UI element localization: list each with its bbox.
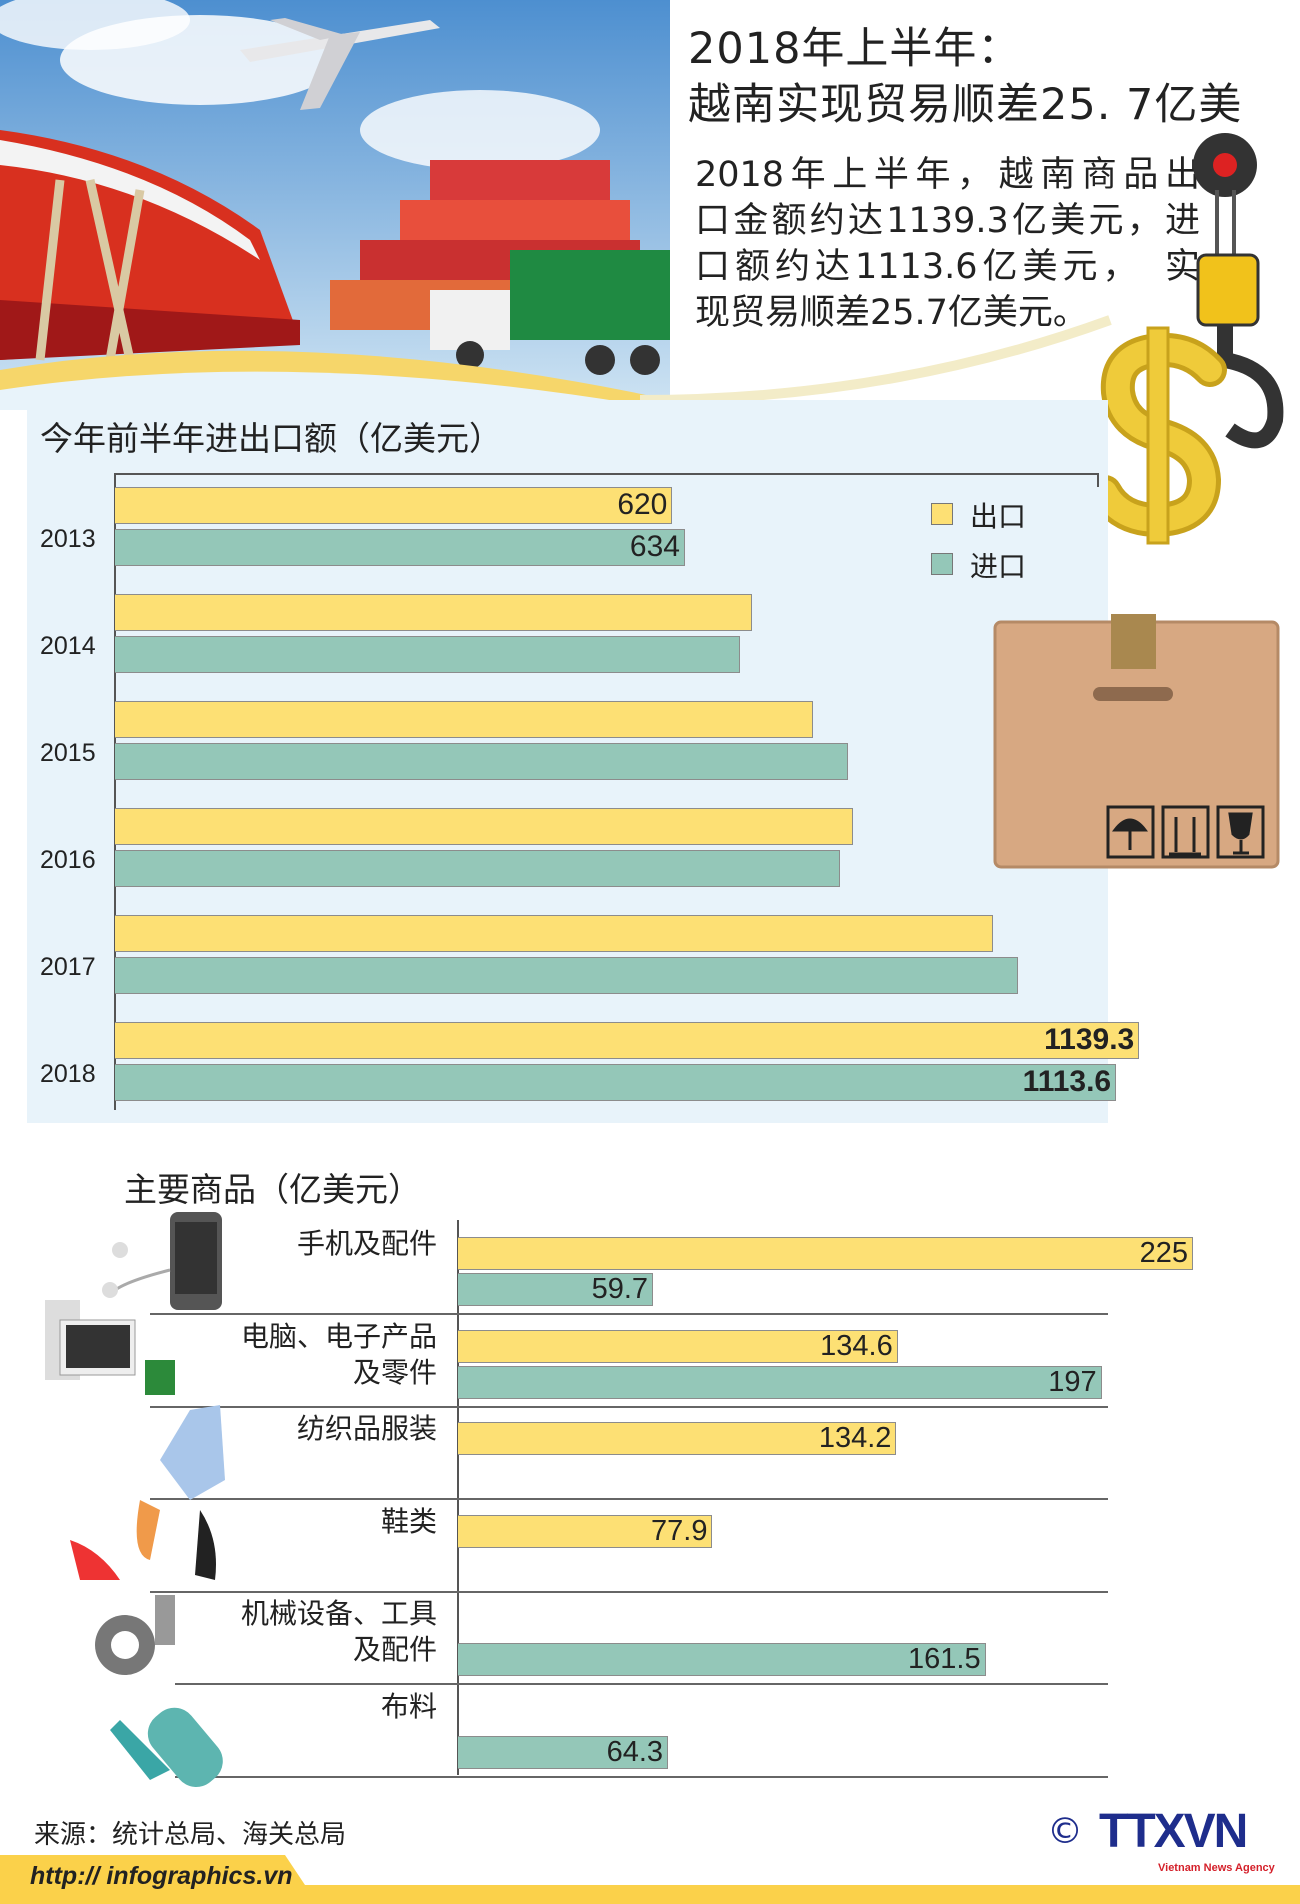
row-divider [175,1683,1108,1685]
export-bar: 77.9 [458,1514,713,1548]
product-label: 手机及配件 [296,1227,437,1260]
bar-value-label: 134.2 [818,1422,892,1454]
export-bar: 134.6 [458,1329,898,1363]
airplane-icon [240,18,440,110]
import-bar: 197 [458,1365,1102,1399]
year-label: 2013 [40,525,96,553]
source-note: 来源：统计总局、海关总局 [34,1820,347,1850]
copyright-icon: © [1047,1811,1083,1852]
summary-line: 口金额约达1139.3亿美元，进 [695,201,1200,241]
legend-label-export: 出口 [970,500,1027,533]
bar-value-label: 225 [1139,1237,1189,1269]
fabric-roll-icon [110,1707,223,1788]
import-bar-2015 [115,743,848,780]
import-bar: 161.5 [458,1643,986,1676]
bar-value-label: 64.3 [606,1735,664,1768]
product-label: 布料 [380,1689,437,1723]
ttxvn-logo-subtitle: Vietnam News Agency [1158,1862,1275,1874]
page-title-line1: 2018年上半年： [688,24,1022,74]
year-label: 2015 [40,739,96,767]
bar-value-label: 634 [629,530,680,563]
footer-band [0,1855,1300,1904]
export-bar-2014 [115,594,753,631]
shirt-icon [160,1405,225,1500]
export-bar-2013: 620 [115,487,673,524]
bar-value-label: 1113.6 [1022,1065,1112,1098]
product-label: 纺织品服装 [296,1412,437,1445]
import-bar-2013: 634 [115,529,685,566]
chart-top-line [114,473,1099,475]
row-divider [150,1313,1108,1315]
product-label: 电脑、电子产品 [240,1319,437,1353]
export-bar-2016 [115,808,854,845]
row-divider [150,1498,1108,1500]
bar-value-label: 161.5 [908,1643,981,1675]
dollar-sign-icon [1088,326,1227,545]
import-bar: 59.7 [458,1273,654,1306]
legend-swatch-export [931,503,953,525]
summary-line: 2018年上半年，越南商品出 [695,155,1200,195]
import-bar-2014 [115,636,740,673]
product-label: 及零件 [352,1355,437,1389]
year-label: 2017 [40,953,96,981]
year-label: 2018 [40,1060,96,1088]
summary-line: 口额约达1113.6亿美元， 实 [695,247,1200,287]
trade-photo [0,0,670,410]
products-axis [457,1220,459,1775]
export-bar: 225 [458,1237,1194,1270]
year-label: 2016 [40,846,96,874]
bar-value-label: 620 [617,488,668,521]
bar-value-label: 134.6 [820,1329,893,1362]
bar-value-label: 77.9 [651,1514,708,1547]
shoes-icon [70,1500,216,1580]
product-label: 机械设备、工具 [240,1597,437,1630]
trade-chart-title: 今年前半年进出口额（亿美元） [40,419,502,458]
bar-value-label: 59.7 [591,1273,649,1305]
import-bar: 64.3 [458,1735,669,1769]
wave-decoration [640,315,1112,405]
crane-hook-dollar-icon [1088,133,1284,545]
computer-icon [45,1300,175,1395]
containers [330,160,670,375]
export-bar-2018: 1139.3 [115,1022,1140,1059]
product-label: 及配件 [352,1633,437,1666]
row-divider [175,1775,1108,1778]
import-bar-2016 [115,850,840,887]
export-bar-2017 [115,915,994,952]
export-bar-2015 [115,701,813,738]
bar-value-label: 197 [1048,1365,1097,1398]
year-label: 2014 [40,632,96,660]
legend-label-import: 进口 [970,550,1027,583]
phone-icon [102,1212,222,1310]
import-bar-2018: 1113.6 [115,1064,1117,1101]
row-divider [150,1590,1108,1593]
cardboard-box-icon [993,614,1280,869]
summary-line: 现贸易顺差25.7亿美元。 [695,293,1088,333]
gear-icon [95,1595,175,1675]
y-axis [114,473,116,1110]
website-link[interactable]: http:// infographics.vn [30,1862,293,1890]
product-icons [45,1212,225,1788]
chart-top-line-end [1097,473,1099,487]
product-label: 鞋类 [380,1504,437,1538]
ttxvn-logo: TTXVN [1099,1805,1248,1858]
row-divider [150,1405,1108,1408]
export-bar: 134.2 [458,1422,897,1455]
bar-value-label: 1139.3 [1044,1023,1135,1056]
page-title-line2: 越南实现贸易顺差25. 7亿美 [688,80,1243,130]
import-bar-2017 [115,957,1018,994]
products-chart-title: 主要商品（亿美元） [124,1170,421,1209]
legend-swatch-import [931,553,953,575]
